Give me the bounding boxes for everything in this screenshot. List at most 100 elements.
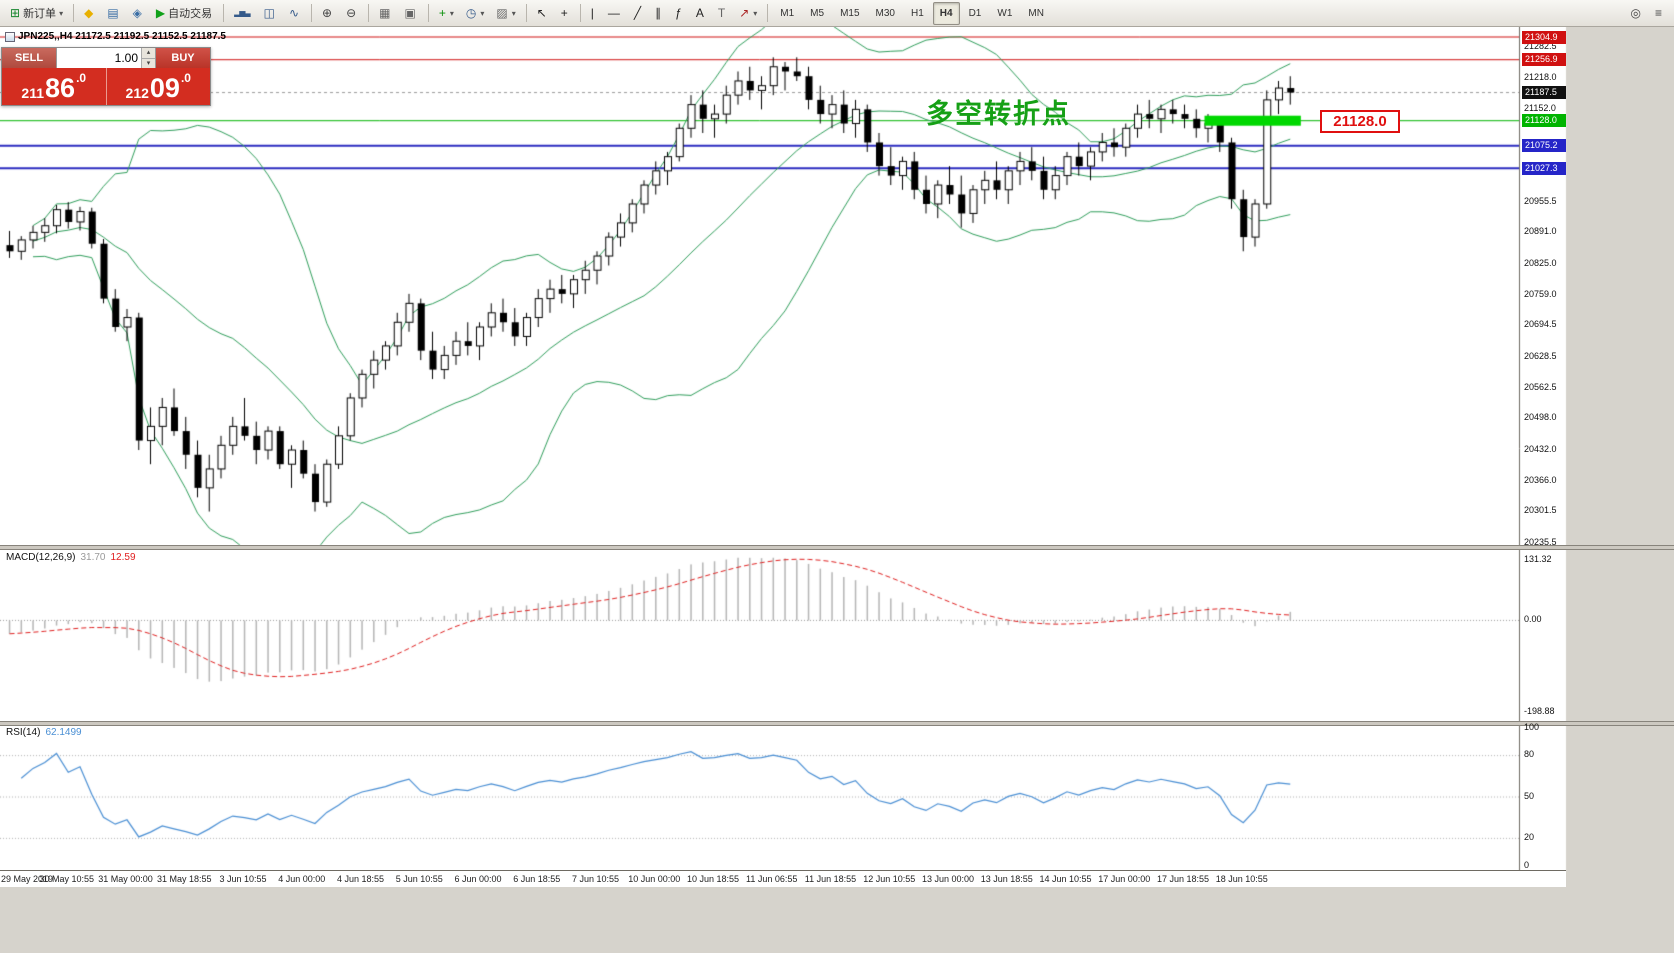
macd-name: MACD(12,26,9) bbox=[6, 552, 76, 563]
timeframe-m5-button-label: M5 bbox=[810, 7, 825, 19]
time-label: 29 May 2019 bbox=[1, 874, 54, 884]
cascade-windows-button[interactable]: ▣ bbox=[399, 2, 422, 25]
price-badge: 21027.3 bbox=[1522, 161, 1566, 175]
chart-annotation-text[interactable]: 多空转折点 bbox=[926, 99, 1071, 129]
tile-windows-button[interactable]: ▦ bbox=[374, 2, 397, 25]
caret-down-icon: ▾ bbox=[480, 8, 485, 18]
toolbar-separator bbox=[767, 4, 769, 22]
text-label-button[interactable]: T bbox=[713, 2, 732, 25]
trendline-button[interactable]: ╱ bbox=[629, 2, 648, 25]
macd-main-value: 31.70 bbox=[80, 552, 106, 563]
time-label: 12 Jun 10:55 bbox=[863, 874, 916, 884]
buy-button[interactable]: BUY bbox=[156, 48, 210, 68]
candlestick-icon: ◫ bbox=[263, 6, 275, 20]
zoom-out-button[interactable]: ⊖ bbox=[341, 2, 363, 25]
rsi-value: 62.1499 bbox=[45, 727, 82, 738]
price-level-label[interactable]: 21128.0 bbox=[1320, 110, 1400, 133]
candlestick-chart-button[interactable]: ◫ bbox=[259, 2, 282, 25]
text-button[interactable]: A bbox=[691, 2, 711, 25]
macd-scale-label: 131.32 bbox=[1524, 553, 1552, 564]
chart-title-text: JPN225,,H4 21172.5 21192.5 21152.5 21187… bbox=[18, 31, 226, 42]
line-chart-button[interactable]: ∿ bbox=[284, 2, 306, 25]
text-icon: A bbox=[695, 6, 704, 20]
volume-up-button[interactable]: ▴ bbox=[142, 48, 155, 59]
time-label: 6 Jun 00:00 bbox=[454, 874, 502, 884]
autotrading-button-label: 自动交易 bbox=[168, 8, 213, 20]
sell-price-fraction: .0 bbox=[76, 71, 87, 85]
volume-input[interactable] bbox=[57, 48, 141, 68]
data-window-button[interactable]: ◈ bbox=[128, 2, 149, 25]
zoom-in-icon: ⊕ bbox=[322, 6, 333, 20]
timeframe-m1-button[interactable]: M1 bbox=[773, 2, 801, 25]
crosshair-button[interactable]: + bbox=[556, 2, 575, 25]
metaeditor-button[interactable]: ◆ bbox=[79, 2, 100, 25]
toolbar-separator bbox=[368, 4, 370, 22]
timeframe-h4-button[interactable]: H4 bbox=[932, 1, 960, 25]
timeframe-mn-button[interactable]: MN bbox=[1021, 2, 1051, 25]
buy-price-fraction: .0 bbox=[180, 71, 191, 85]
layouts-button[interactable]: ≡ bbox=[1650, 2, 1669, 25]
panel-separator-rsi[interactable] bbox=[0, 721, 1674, 726]
timeframe-w1-button-label: W1 bbox=[997, 7, 1013, 19]
price-axis[interactable]: 21282.5 21218.0 21152.0 20955.5 20891.0 20825… bbox=[1520, 27, 1670, 872]
channel-button[interactable]: ∥ bbox=[650, 2, 668, 25]
price-tick: 20694.5 bbox=[1524, 319, 1557, 330]
timeframe-m30-button[interactable]: M30 bbox=[869, 2, 902, 25]
indicators-button[interactable]: + ▾ bbox=[434, 2, 459, 25]
templates-icon: ▨ bbox=[496, 6, 508, 20]
time-axis[interactable]: 29 May 2019 30 May 10:55 31 May 00:00 31 Ma… bbox=[0, 870, 1566, 887]
timeframe-mn-button-label: MN bbox=[1028, 7, 1044, 19]
rsi-name: RSI(14) bbox=[6, 727, 41, 738]
vertical-line-button[interactable]: | bbox=[586, 2, 601, 25]
zoom-in-button[interactable]: ⊕ bbox=[317, 2, 339, 25]
vertical-line-icon: | bbox=[590, 6, 594, 20]
timeframe-d1-button[interactable]: D1 bbox=[962, 2, 989, 25]
volume-field-wrap: ▴ ▾ bbox=[56, 48, 156, 68]
volume-down-button[interactable]: ▾ bbox=[142, 58, 155, 68]
sell-button[interactable]: SELL bbox=[2, 48, 56, 68]
time-label: 3 Jun 10:55 bbox=[219, 874, 267, 884]
timeframe-m5-button[interactable]: M5 bbox=[803, 2, 831, 25]
timeframe-m15-button[interactable]: M15 bbox=[833, 2, 866, 25]
timeframe-h1-button[interactable]: H1 bbox=[904, 2, 931, 25]
search-icon: ◎ bbox=[1630, 6, 1641, 20]
market-watch-icon: ▤ bbox=[107, 6, 119, 20]
search-button[interactable]: ◎ bbox=[1626, 2, 1648, 25]
periods-button[interactable]: ◷ ▾ bbox=[461, 2, 490, 25]
price-badge: 21128.0 bbox=[1522, 114, 1566, 128]
panel-separator-macd[interactable] bbox=[0, 545, 1674, 550]
horizontal-line-button[interactable]: — bbox=[603, 2, 627, 25]
rsi-indicator-label: RSI(14) 62.1499 bbox=[6, 727, 87, 738]
time-label: 31 May 18:55 bbox=[156, 874, 212, 884]
arrows-button[interactable]: ↗ ▾ bbox=[734, 2, 762, 25]
time-label: 10 Jun 00:00 bbox=[628, 874, 681, 884]
toolbar-separator bbox=[223, 4, 225, 22]
market-watch-button[interactable]: ▤ bbox=[102, 2, 125, 25]
bar-chart-button[interactable]: ▂▅▃ bbox=[229, 2, 256, 25]
fibonacci-button[interactable]: ƒ bbox=[670, 2, 689, 25]
chart-canvas[interactable] bbox=[0, 27, 1674, 870]
indicators-icon: + bbox=[438, 6, 446, 20]
new-order-icon: ⊞ bbox=[10, 6, 21, 20]
time-label: 14 Jun 10:55 bbox=[1039, 874, 1092, 884]
autotrading-button[interactable]: ▶ 自动交易 bbox=[151, 2, 218, 25]
templates-button[interactable]: ▨ ▾ bbox=[491, 2, 520, 25]
caret-down-icon: ▾ bbox=[449, 8, 454, 18]
timeframe-w1-button[interactable]: W1 bbox=[990, 2, 1019, 25]
sell-price[interactable]: 211 86.0 bbox=[2, 68, 107, 105]
time-label: 5 Jun 10:55 bbox=[395, 874, 443, 884]
new-order-button[interactable]: ⊞ 新订单 ▾ bbox=[5, 2, 68, 25]
toolbar-separator bbox=[525, 4, 527, 22]
time-label: 11 Jun 18:55 bbox=[804, 874, 857, 884]
buy-price-prefix: 212 bbox=[125, 85, 149, 101]
price-tick: 20235.5 bbox=[1524, 536, 1557, 547]
cursor-button[interactable]: ↖ bbox=[532, 2, 554, 25]
price-tick: 20301.5 bbox=[1524, 505, 1557, 516]
time-label: 18 Jun 10:55 bbox=[1215, 874, 1268, 884]
buy-price[interactable]: 212 09.0 bbox=[107, 68, 211, 105]
time-label: 7 Jun 10:55 bbox=[571, 874, 620, 884]
price-tick: 20498.0 bbox=[1524, 412, 1557, 423]
price-badge: 21187.5 bbox=[1522, 86, 1566, 100]
rsi-scale-label: 50 bbox=[1524, 790, 1535, 801]
